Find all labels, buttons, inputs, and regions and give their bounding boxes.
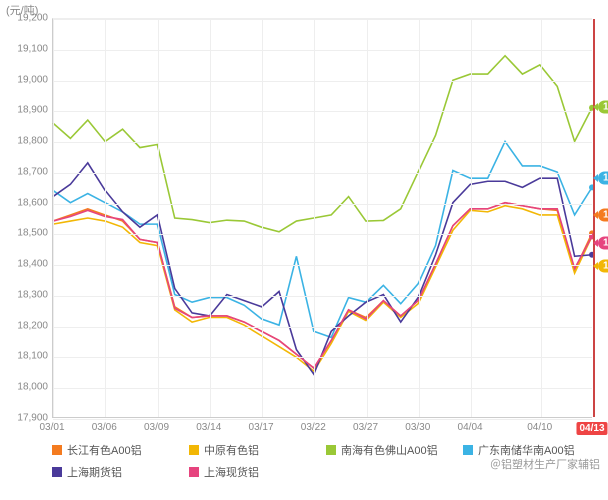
gridline-v: [541, 19, 542, 417]
legend-item[interactable]: 中原有色铝: [189, 442, 304, 458]
y-tick: 18,300: [6, 289, 48, 300]
gridline-h: [53, 357, 592, 358]
gridline-h: [53, 234, 592, 235]
legend-label: 上海现货铝: [204, 464, 259, 480]
end-label-arrow: [593, 103, 598, 111]
series-line: [53, 203, 592, 368]
gridline-h: [53, 296, 592, 297]
legend-label: 上海期货铝: [67, 464, 122, 480]
series-line: [53, 163, 592, 374]
legend-item[interactable]: 上海期货铝: [52, 464, 167, 480]
x-tick: 03/01: [39, 422, 64, 433]
y-tick: 18,500: [6, 228, 48, 239]
series-line: [53, 141, 592, 337]
gridline-h: [53, 111, 592, 112]
plot-area: [52, 18, 592, 418]
gridline-h: [53, 142, 592, 143]
gridline-h: [53, 265, 592, 266]
series-line: [53, 206, 592, 371]
y-tick: 18,400: [6, 259, 48, 270]
legend-swatch: [326, 445, 336, 455]
gridline-h: [53, 419, 592, 420]
gridline-v: [262, 19, 263, 417]
gridline-h: [53, 19, 592, 20]
gridline-h: [53, 50, 592, 51]
watermark-text: ＠铝塑材生产厂家辅铝: [490, 456, 600, 472]
end-label-arrow: [593, 239, 598, 247]
gridline-v: [158, 19, 159, 417]
end-label-arrow: [593, 262, 598, 270]
gridline-v: [471, 19, 472, 417]
gridline-h: [53, 173, 592, 174]
legend-item[interactable]: 南海有色佛山A00铝: [326, 442, 441, 458]
legend-swatch: [52, 467, 62, 477]
series-line: [53, 56, 592, 232]
gridline-h: [53, 81, 592, 82]
legend-item[interactable]: 上海现货铝: [189, 464, 304, 480]
x-tick: 04/04: [458, 422, 483, 433]
gridline-h: [53, 388, 592, 389]
x-tick: 03/06: [92, 422, 117, 433]
end-label-arrow: [593, 211, 598, 219]
x-tick: 03/30: [405, 422, 430, 433]
gridline-v: [53, 19, 54, 417]
x-tick: 03/17: [249, 422, 274, 433]
series-end-label: 18,910: [598, 101, 608, 114]
legend-label: 南海有色佛山A00铝: [341, 442, 438, 458]
x-tick: 03/14: [196, 422, 221, 433]
legend-swatch: [52, 445, 62, 455]
y-tick: 18,900: [6, 105, 48, 116]
legend-swatch: [463, 445, 473, 455]
x-tick: 04/13: [576, 422, 607, 435]
y-tick: 18,100: [6, 351, 48, 362]
y-tick: 19,100: [6, 43, 48, 54]
legend-swatch: [189, 445, 199, 455]
y-tick: 18,700: [6, 166, 48, 177]
gridline-h: [53, 204, 592, 205]
chart-container: (元/吨) 长江有色A00铝中原有色铝南海有色佛山A00铝广东南储华南A00铝上…: [0, 0, 608, 500]
gridline-v: [105, 19, 106, 417]
series-end-label: 18,490: [598, 259, 608, 272]
y-tick: 18,600: [6, 197, 48, 208]
x-tick: 03/22: [301, 422, 326, 433]
series-end-label: 18,500: [598, 208, 608, 221]
gridline-v: [210, 19, 211, 417]
legend-swatch: [189, 467, 199, 477]
x-tick: 03/09: [144, 422, 169, 433]
x-tick: 04/10: [527, 422, 552, 433]
series-end-label: 18,650: [598, 172, 608, 185]
gridline-v: [419, 19, 420, 417]
gridline-h: [53, 327, 592, 328]
series-line: [53, 203, 592, 368]
y-tick: 18,800: [6, 136, 48, 147]
y-tick: 19,000: [6, 74, 48, 85]
gridline-v: [314, 19, 315, 417]
legend-label: 中原有色铝: [204, 442, 259, 458]
legend-label: 长江有色A00铝: [67, 442, 142, 458]
x-tick: 03/27: [353, 422, 378, 433]
legend-item[interactable]: 长江有色A00铝: [52, 442, 167, 458]
y-tick: 18,000: [6, 382, 48, 393]
end-label-arrow: [593, 174, 598, 182]
y-tick: 19,200: [6, 13, 48, 24]
gridline-v: [367, 19, 368, 417]
series-end-label: 18,490: [598, 236, 608, 249]
y-tick: 18,200: [6, 320, 48, 331]
